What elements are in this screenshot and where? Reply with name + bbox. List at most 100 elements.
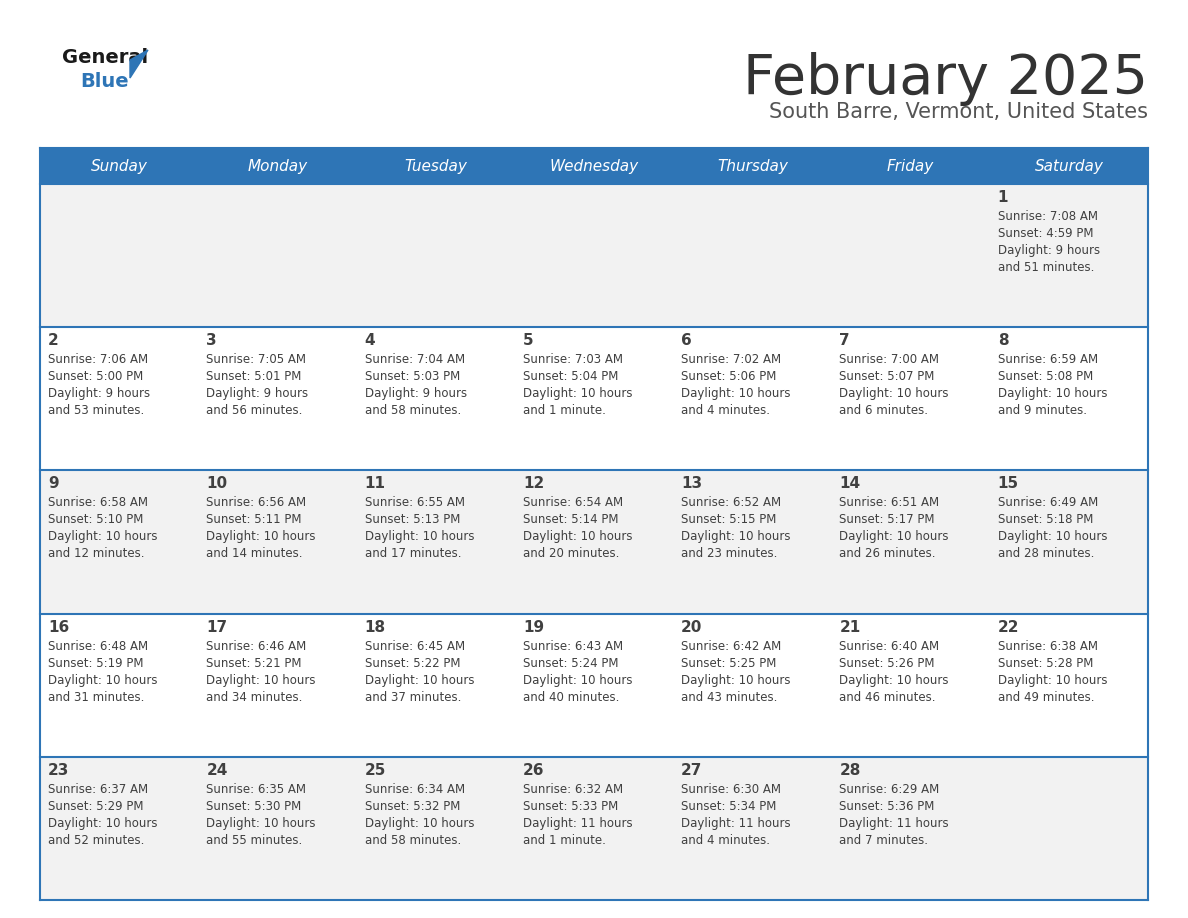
Text: Blue: Blue	[80, 72, 128, 91]
Text: 11: 11	[365, 476, 386, 491]
Bar	[198, 327, 356, 470]
Bar	[990, 470, 1148, 613]
Text: Sunrise: 6:58 AM
Sunset: 5:10 PM
Daylight: 10 hours
and 12 minutes.: Sunrise: 6:58 AM Sunset: 5:10 PM Dayligh…	[48, 497, 158, 560]
Text: General: General	[62, 48, 148, 67]
Text: Sunrise: 7:05 AM
Sunset: 5:01 PM
Daylight: 9 hours
and 56 minutes.: Sunrise: 7:05 AM Sunset: 5:01 PM Dayligh…	[207, 353, 309, 417]
Text: Sunrise: 6:40 AM
Sunset: 5:26 PM
Daylight: 10 hours
and 46 minutes.: Sunrise: 6:40 AM Sunset: 5:26 PM Dayligh…	[840, 640, 949, 703]
Text: 16: 16	[48, 620, 69, 634]
Text: Sunrise: 6:54 AM
Sunset: 5:14 PM
Daylight: 10 hours
and 20 minutes.: Sunrise: 6:54 AM Sunset: 5:14 PM Dayligh…	[523, 497, 632, 560]
Text: 27: 27	[681, 763, 702, 778]
Text: 12: 12	[523, 476, 544, 491]
Bar	[198, 184, 356, 327]
Text: Sunday: Sunday	[90, 159, 147, 174]
Text: 8: 8	[998, 333, 1009, 348]
Bar	[674, 470, 832, 613]
Bar	[990, 756, 1148, 900]
Text: Sunrise: 6:30 AM
Sunset: 5:34 PM
Daylight: 11 hours
and 4 minutes.: Sunrise: 6:30 AM Sunset: 5:34 PM Dayligh…	[681, 783, 791, 846]
Text: 4: 4	[365, 333, 375, 348]
Text: 26: 26	[523, 763, 544, 778]
Bar	[198, 613, 356, 756]
Bar	[514, 470, 674, 613]
Text: 19: 19	[523, 620, 544, 634]
Bar	[832, 613, 990, 756]
Text: 2: 2	[48, 333, 58, 348]
Text: Sunrise: 6:55 AM
Sunset: 5:13 PM
Daylight: 10 hours
and 17 minutes.: Sunrise: 6:55 AM Sunset: 5:13 PM Dayligh…	[365, 497, 474, 560]
Text: February 2025: February 2025	[742, 52, 1148, 106]
Text: 22: 22	[998, 620, 1019, 634]
Text: Sunrise: 6:37 AM
Sunset: 5:29 PM
Daylight: 10 hours
and 52 minutes.: Sunrise: 6:37 AM Sunset: 5:29 PM Dayligh…	[48, 783, 158, 846]
Text: 25: 25	[365, 763, 386, 778]
Text: Sunrise: 6:34 AM
Sunset: 5:32 PM
Daylight: 10 hours
and 58 minutes.: Sunrise: 6:34 AM Sunset: 5:32 PM Dayligh…	[365, 783, 474, 846]
Text: Sunrise: 6:35 AM
Sunset: 5:30 PM
Daylight: 10 hours
and 55 minutes.: Sunrise: 6:35 AM Sunset: 5:30 PM Dayligh…	[207, 783, 316, 846]
Text: 6: 6	[681, 333, 691, 348]
Bar	[990, 613, 1148, 756]
Bar	[674, 756, 832, 900]
Text: Sunrise: 6:38 AM
Sunset: 5:28 PM
Daylight: 10 hours
and 49 minutes.: Sunrise: 6:38 AM Sunset: 5:28 PM Dayligh…	[998, 640, 1107, 703]
Bar	[832, 184, 990, 327]
Text: 24: 24	[207, 763, 228, 778]
Text: 17: 17	[207, 620, 227, 634]
Bar	[40, 613, 198, 756]
Bar	[832, 756, 990, 900]
Text: Sunrise: 7:06 AM
Sunset: 5:00 PM
Daylight: 9 hours
and 53 minutes.: Sunrise: 7:06 AM Sunset: 5:00 PM Dayligh…	[48, 353, 150, 417]
Bar	[514, 756, 674, 900]
Text: Sunrise: 6:46 AM
Sunset: 5:21 PM
Daylight: 10 hours
and 34 minutes.: Sunrise: 6:46 AM Sunset: 5:21 PM Dayligh…	[207, 640, 316, 703]
Bar	[832, 327, 990, 470]
Text: Thursday: Thursday	[716, 159, 788, 174]
Text: Sunrise: 7:00 AM
Sunset: 5:07 PM
Daylight: 10 hours
and 6 minutes.: Sunrise: 7:00 AM Sunset: 5:07 PM Dayligh…	[840, 353, 949, 417]
Bar	[356, 613, 514, 756]
Text: Sunrise: 6:49 AM
Sunset: 5:18 PM
Daylight: 10 hours
and 28 minutes.: Sunrise: 6:49 AM Sunset: 5:18 PM Dayligh…	[998, 497, 1107, 560]
Text: 18: 18	[365, 620, 386, 634]
Text: South Barre, Vermont, United States: South Barre, Vermont, United States	[769, 102, 1148, 122]
Text: Sunrise: 6:56 AM
Sunset: 5:11 PM
Daylight: 10 hours
and 14 minutes.: Sunrise: 6:56 AM Sunset: 5:11 PM Dayligh…	[207, 497, 316, 560]
Bar	[40, 327, 198, 470]
Bar	[990, 327, 1148, 470]
Bar	[514, 327, 674, 470]
Text: Sunrise: 6:48 AM
Sunset: 5:19 PM
Daylight: 10 hours
and 31 minutes.: Sunrise: 6:48 AM Sunset: 5:19 PM Dayligh…	[48, 640, 158, 703]
Text: Sunrise: 6:52 AM
Sunset: 5:15 PM
Daylight: 10 hours
and 23 minutes.: Sunrise: 6:52 AM Sunset: 5:15 PM Dayligh…	[681, 497, 791, 560]
Text: 9: 9	[48, 476, 58, 491]
Bar	[674, 327, 832, 470]
Bar	[356, 184, 514, 327]
Text: Sunrise: 7:04 AM
Sunset: 5:03 PM
Daylight: 9 hours
and 58 minutes.: Sunrise: 7:04 AM Sunset: 5:03 PM Dayligh…	[365, 353, 467, 417]
Bar	[674, 613, 832, 756]
Bar	[198, 756, 356, 900]
Text: 15: 15	[998, 476, 1019, 491]
Text: Sunrise: 7:08 AM
Sunset: 4:59 PM
Daylight: 9 hours
and 51 minutes.: Sunrise: 7:08 AM Sunset: 4:59 PM Dayligh…	[998, 210, 1100, 274]
Text: Monday: Monday	[247, 159, 308, 174]
Text: 5: 5	[523, 333, 533, 348]
Bar	[40, 470, 198, 613]
Bar	[356, 756, 514, 900]
Text: Sunrise: 6:45 AM
Sunset: 5:22 PM
Daylight: 10 hours
and 37 minutes.: Sunrise: 6:45 AM Sunset: 5:22 PM Dayligh…	[365, 640, 474, 703]
Text: Wednesday: Wednesday	[549, 159, 639, 174]
Text: Sunrise: 7:02 AM
Sunset: 5:06 PM
Daylight: 10 hours
and 4 minutes.: Sunrise: 7:02 AM Sunset: 5:06 PM Dayligh…	[681, 353, 791, 417]
Bar	[832, 470, 990, 613]
Text: Sunrise: 7:03 AM
Sunset: 5:04 PM
Daylight: 10 hours
and 1 minute.: Sunrise: 7:03 AM Sunset: 5:04 PM Dayligh…	[523, 353, 632, 417]
Text: 13: 13	[681, 476, 702, 491]
Bar	[198, 470, 356, 613]
Bar	[356, 327, 514, 470]
Text: Sunrise: 6:51 AM
Sunset: 5:17 PM
Daylight: 10 hours
and 26 minutes.: Sunrise: 6:51 AM Sunset: 5:17 PM Dayligh…	[840, 497, 949, 560]
Text: 21: 21	[840, 620, 860, 634]
Text: Sunrise: 6:43 AM
Sunset: 5:24 PM
Daylight: 10 hours
and 40 minutes.: Sunrise: 6:43 AM Sunset: 5:24 PM Dayligh…	[523, 640, 632, 703]
Text: 20: 20	[681, 620, 702, 634]
Bar	[514, 184, 674, 327]
Text: Sunrise: 6:42 AM
Sunset: 5:25 PM
Daylight: 10 hours
and 43 minutes.: Sunrise: 6:42 AM Sunset: 5:25 PM Dayligh…	[681, 640, 791, 703]
Text: Sunrise: 6:32 AM
Sunset: 5:33 PM
Daylight: 11 hours
and 1 minute.: Sunrise: 6:32 AM Sunset: 5:33 PM Dayligh…	[523, 783, 632, 846]
Text: 14: 14	[840, 476, 860, 491]
Text: 7: 7	[840, 333, 851, 348]
Bar	[40, 184, 198, 327]
Text: 1: 1	[998, 190, 1009, 205]
Text: Saturday: Saturday	[1035, 159, 1104, 174]
Bar	[40, 148, 1148, 184]
Text: Friday: Friday	[887, 159, 934, 174]
Bar	[674, 184, 832, 327]
Bar	[40, 756, 198, 900]
Bar	[990, 184, 1148, 327]
Text: Tuesday: Tuesday	[404, 159, 467, 174]
Polygon shape	[129, 50, 148, 78]
Text: 3: 3	[207, 333, 217, 348]
Text: 23: 23	[48, 763, 69, 778]
Text: 10: 10	[207, 476, 227, 491]
Bar	[514, 613, 674, 756]
